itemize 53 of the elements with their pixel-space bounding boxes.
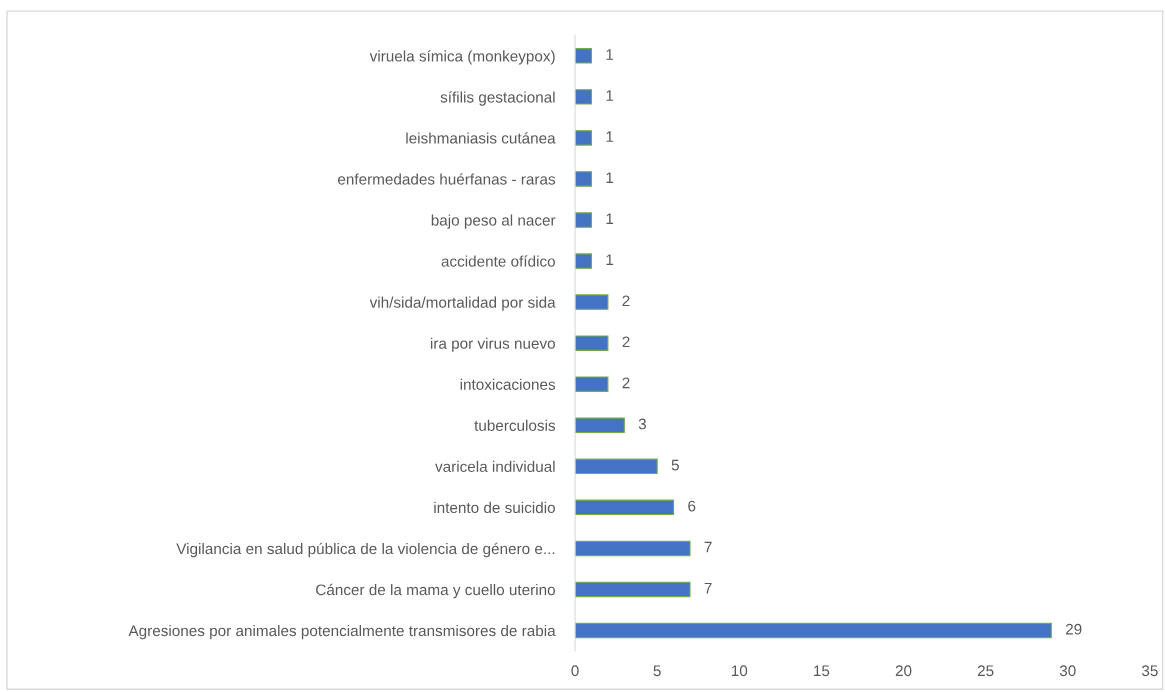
bar	[575, 581, 691, 598]
y-tick-label: ira por virus nuevo	[430, 337, 555, 352]
bar	[575, 499, 675, 516]
data-label: 1	[606, 49, 614, 60]
bar	[575, 294, 609, 310]
y-tick-label: intoxicaciones	[460, 378, 556, 390]
data-label: 2	[622, 336, 630, 348]
data-label: 3	[638, 418, 647, 430]
data-label: 7	[704, 582, 712, 594]
data-label: 7	[704, 541, 712, 553]
y-tick-label: intento de suicidio	[434, 501, 555, 514]
bar	[575, 130, 593, 146]
y-tick-label: viruela símica (monkeypox)	[369, 50, 555, 65]
y-tick-label: Vigilancia en salud pública de la violencia de género e...	[176, 542, 555, 558]
x-tick-label: 20	[895, 665, 912, 677]
x-tick-label: 10	[731, 665, 748, 677]
y-tick-label: enfermedades huérfanas - raras	[338, 173, 556, 185]
y-tick-label: vih/sida/mortalidad por sida	[369, 296, 556, 311]
y-tick-label: tuberculosis	[474, 419, 556, 431]
y-tick-label: Agresiones por animales potencialmente transmisores de rabia	[128, 624, 556, 640]
bar	[575, 458, 658, 475]
bar	[575, 417, 625, 434]
bar	[575, 89, 593, 105]
bar	[575, 335, 609, 351]
bar	[575, 212, 593, 228]
y-tick-label: leishmaniasis cutánea	[406, 132, 556, 144]
bar	[575, 253, 593, 269]
data-label: 2	[622, 295, 630, 307]
data-label: 1	[606, 254, 614, 266]
y-tick-label: sífilis gestacional	[440, 91, 555, 106]
data-label: 29	[1065, 623, 1082, 635]
x-tick-label: 0	[571, 665, 579, 677]
bar	[575, 540, 691, 557]
data-label: 2	[622, 377, 630, 389]
data-label: 1	[606, 172, 614, 183]
x-tick-label: 25	[977, 665, 994, 677]
x-tick-label: 35	[1141, 665, 1158, 677]
y-tick-label: accidente ofídico	[441, 255, 555, 267]
x-tick-label: 15	[814, 665, 830, 677]
data-label: 1	[606, 90, 614, 101]
y-tick-label: Cáncer de la mama y cuello uterino	[316, 583, 555, 599]
x-tick-label: 5	[653, 665, 661, 677]
data-label: 5	[671, 459, 679, 471]
data-label: 1	[606, 213, 614, 224]
y-tick-label: bajo peso al nacer	[431, 214, 556, 229]
data-label: 1	[606, 131, 614, 142]
bar	[575, 622, 1052, 639]
data-label: 6	[688, 500, 696, 512]
bar	[575, 48, 593, 64]
y-tick-label: varicela individual	[435, 460, 555, 472]
bar	[575, 171, 593, 187]
bar	[575, 376, 609, 392]
x-tick-label: 30	[1059, 665, 1076, 677]
